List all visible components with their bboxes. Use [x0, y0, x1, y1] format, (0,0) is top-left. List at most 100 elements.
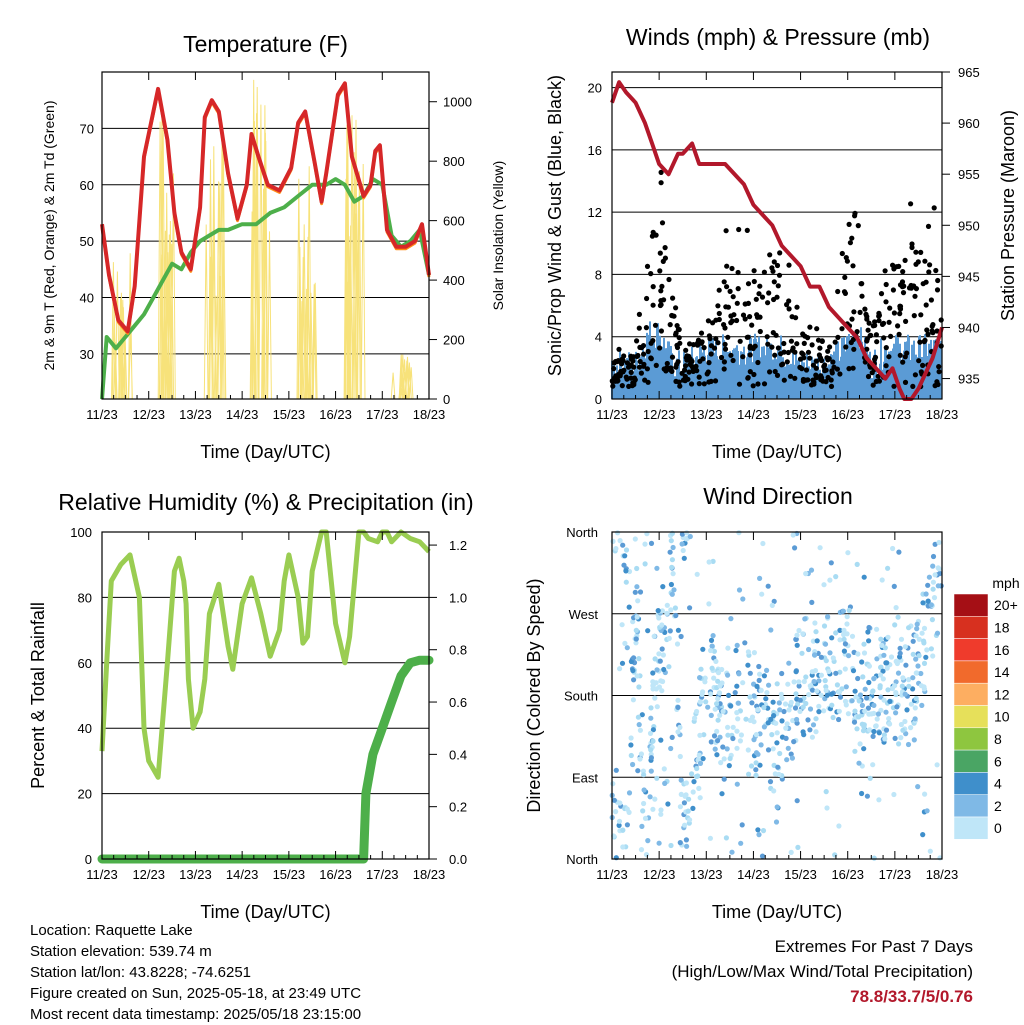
- direction-point: [852, 688, 858, 694]
- direction-point: [818, 692, 824, 698]
- gust-point: [715, 340, 721, 346]
- chart-title-2: Winds (mph) & Pressure (mb): [626, 24, 930, 50]
- gust-point: [723, 228, 729, 234]
- direction-point: [854, 726, 860, 732]
- direction-point: [637, 756, 643, 762]
- direction-point: [930, 563, 936, 569]
- direction-point: [832, 852, 838, 858]
- gust-point: [835, 334, 841, 340]
- y-tick-label-2-2: 8: [595, 267, 602, 282]
- gust-point: [870, 323, 876, 329]
- direction-point: [652, 695, 658, 701]
- colorbar-swatch-9: [953, 794, 989, 818]
- direction-point: [861, 574, 867, 580]
- gust-point: [925, 223, 932, 229]
- x-tick-label-1-5: 16/23: [319, 407, 352, 422]
- direction-point: [748, 763, 755, 769]
- gust-point: [901, 283, 907, 289]
- gust-point: [784, 359, 790, 365]
- colorbar-label-3: 14: [994, 664, 1010, 680]
- direction-point: [689, 771, 695, 777]
- gust-point: [913, 249, 919, 255]
- direction-point: [669, 734, 675, 741]
- direction-point: [742, 640, 748, 646]
- gust-point: [615, 374, 621, 380]
- direction-point: [706, 559, 712, 565]
- direction-point: [659, 688, 665, 694]
- direction-point: [813, 716, 819, 722]
- direction-point: [738, 840, 744, 846]
- direction-point: [913, 656, 919, 662]
- gust-point: [723, 304, 729, 310]
- y-tick-label-3-0: 0: [85, 852, 92, 867]
- direction-point: [615, 530, 621, 536]
- direction-point: [657, 658, 663, 664]
- direction-point: [817, 545, 823, 551]
- direction-point: [692, 715, 698, 721]
- direction-point: [660, 652, 667, 658]
- direction-point: [794, 632, 800, 638]
- gust-point: [781, 377, 787, 383]
- direction-point: [654, 704, 660, 710]
- direction-point: [776, 700, 782, 706]
- direction-point: [715, 738, 721, 744]
- gust-point: [645, 348, 651, 355]
- gust-point: [690, 366, 696, 372]
- direction-point: [841, 627, 847, 633]
- gust-point: [664, 360, 670, 367]
- gust-point: [751, 268, 757, 274]
- direction-point: [740, 596, 746, 602]
- gust-point: [619, 361, 625, 367]
- insolation-spike-4: [296, 166, 318, 400]
- direction-point: [727, 755, 733, 762]
- direction-point: [770, 699, 776, 705]
- direction-point: [729, 849, 735, 855]
- gust-point: [657, 302, 664, 309]
- x-tick-label-1-1: 12/23: [132, 407, 165, 422]
- y2-tick-label-3-4: 0.8: [449, 643, 467, 658]
- direction-point: [870, 733, 876, 740]
- colorbar-label-1: 18: [994, 619, 1010, 635]
- direction-point: [784, 721, 790, 727]
- gust-point: [630, 380, 636, 386]
- y-axis-label-2: Sonic/Prop Wind & Gust (Blue, Black): [545, 75, 565, 376]
- gust-point: [682, 373, 688, 380]
- direction-point: [836, 716, 842, 723]
- gust-point: [765, 341, 771, 347]
- direction-point: [647, 730, 654, 737]
- gust-point: [645, 379, 651, 385]
- direction-point: [779, 670, 785, 677]
- colorbar-label-5: 10: [994, 709, 1010, 725]
- direction-point: [806, 646, 812, 653]
- y2-tick-label-1-3: 600: [443, 214, 465, 229]
- gust-point: [903, 318, 909, 324]
- gust-point: [771, 259, 777, 265]
- x-tick-label-3-2: 13/23: [179, 867, 212, 882]
- direction-point: [878, 664, 884, 671]
- direction-point: [686, 796, 692, 802]
- y-tick-label-3-1: 20: [78, 787, 92, 802]
- direction-point: [893, 710, 899, 716]
- gust-point: [897, 305, 903, 311]
- direction-point: [885, 687, 891, 693]
- colorbar-label-0: 20+: [994, 597, 1018, 613]
- gust-point: [639, 345, 645, 351]
- direction-point: [934, 762, 940, 768]
- direction-point: [678, 633, 684, 640]
- direction-point: [822, 678, 828, 684]
- gust-point: [794, 341, 800, 347]
- direction-point: [925, 582, 931, 588]
- direction-point: [756, 663, 762, 670]
- direction-point: [623, 547, 630, 553]
- direction-point: [723, 835, 730, 841]
- direction-point: [747, 694, 753, 700]
- direction-point: [755, 707, 761, 713]
- y2-tick-label-2-5: 960: [958, 116, 980, 131]
- direction-point: [668, 581, 675, 588]
- series-precip-line: [97, 655, 434, 864]
- direction-point: [734, 728, 740, 734]
- direction-point: [632, 589, 638, 595]
- gust-point: [669, 354, 676, 360]
- direction-point: [664, 610, 670, 616]
- direction-point: [785, 745, 791, 751]
